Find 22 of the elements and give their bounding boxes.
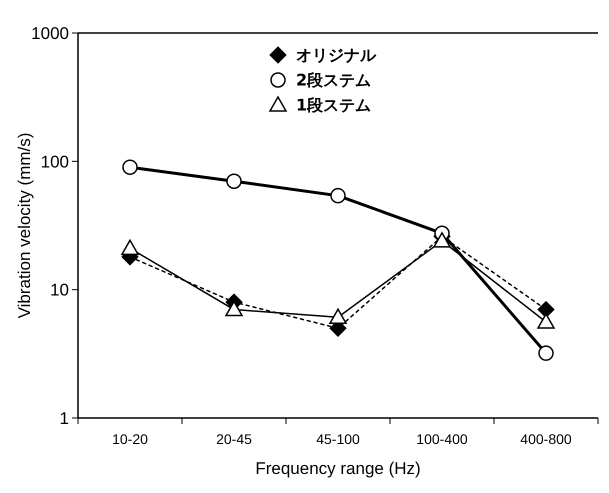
legend-label: オリジナル — [296, 46, 377, 65]
legend-label: 1段ステム — [296, 96, 372, 115]
x-tick-label: 20-45 — [216, 431, 252, 447]
x-tick-label: 45-100 — [316, 431, 360, 447]
x-tick-label: 400-800 — [520, 431, 572, 447]
point — [121, 240, 139, 256]
point — [122, 159, 138, 175]
legend-label: 2段ステム — [296, 70, 372, 90]
point — [330, 188, 346, 204]
point — [538, 301, 554, 318]
y-axis-title: Vibration velocity (mm/s) — [15, 132, 34, 318]
point — [329, 308, 347, 324]
point — [433, 232, 451, 248]
x-tick-label: 100-400 — [416, 431, 468, 447]
point — [538, 345, 554, 361]
point — [226, 173, 242, 189]
y-tick-label: 1000 — [31, 24, 69, 43]
y-tick-label: 1 — [60, 408, 69, 428]
y-tick-label: 100 — [40, 152, 69, 172]
y-tick-label: 10 — [50, 280, 69, 300]
x-tick-label: 10-20 — [112, 431, 148, 447]
x-axis-title: Frequency range (Hz) — [255, 459, 421, 478]
